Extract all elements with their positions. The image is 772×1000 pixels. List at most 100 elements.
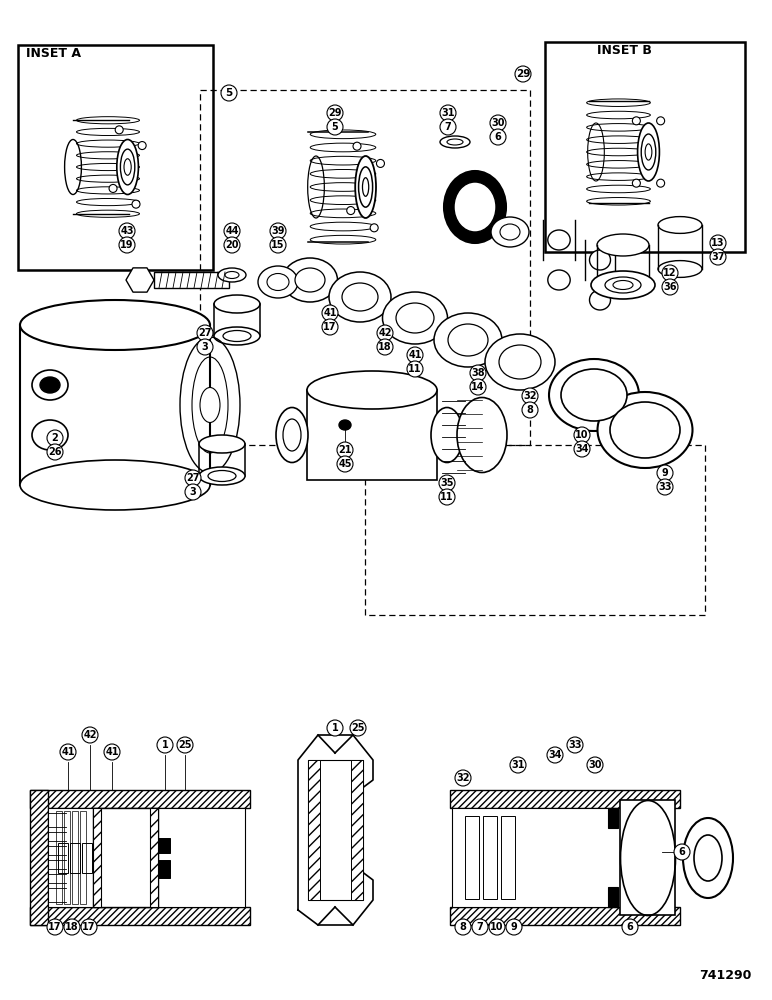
Circle shape (632, 179, 640, 187)
Circle shape (119, 237, 135, 253)
Text: 34: 34 (575, 444, 589, 454)
Text: 36: 36 (663, 282, 677, 292)
Ellipse shape (214, 327, 260, 345)
Ellipse shape (683, 818, 733, 898)
Ellipse shape (434, 313, 502, 367)
Bar (307, 390, 437, 480)
Text: 41: 41 (408, 350, 422, 360)
Bar (450, 907, 680, 925)
Bar (452, 808, 650, 907)
Ellipse shape (448, 324, 488, 356)
Bar (501, 816, 515, 899)
Circle shape (327, 720, 343, 736)
Text: 5: 5 (225, 88, 232, 98)
Text: 41: 41 (323, 308, 337, 318)
Circle shape (185, 470, 201, 486)
Ellipse shape (613, 280, 633, 290)
Bar (30, 907, 250, 925)
Circle shape (197, 325, 213, 341)
Circle shape (632, 117, 640, 125)
Ellipse shape (549, 359, 639, 431)
Ellipse shape (396, 303, 434, 333)
Circle shape (657, 465, 673, 481)
Circle shape (470, 365, 486, 381)
Text: 741290: 741290 (699, 969, 752, 982)
Bar (158, 860, 170, 878)
Ellipse shape (329, 272, 391, 322)
Ellipse shape (658, 261, 702, 277)
Ellipse shape (199, 467, 245, 485)
Circle shape (377, 325, 393, 341)
Text: 42: 42 (83, 730, 96, 740)
Bar (70, 843, 80, 873)
Text: 29: 29 (516, 69, 530, 79)
Circle shape (574, 427, 590, 443)
Ellipse shape (223, 330, 251, 342)
Bar (158, 838, 170, 853)
Polygon shape (126, 268, 154, 292)
Text: 39: 39 (271, 226, 285, 236)
Ellipse shape (258, 266, 298, 298)
Text: 41: 41 (61, 747, 75, 757)
Circle shape (657, 117, 665, 125)
Ellipse shape (339, 420, 351, 430)
Ellipse shape (598, 392, 692, 468)
Text: 18: 18 (65, 922, 79, 932)
Ellipse shape (587, 123, 604, 181)
Bar (351, 760, 363, 900)
Ellipse shape (440, 136, 470, 148)
Ellipse shape (485, 334, 555, 390)
Ellipse shape (308, 156, 324, 218)
Ellipse shape (120, 149, 135, 185)
Circle shape (657, 479, 673, 495)
Bar (48, 808, 245, 907)
Text: 13: 13 (711, 238, 725, 248)
Text: 27: 27 (186, 473, 200, 483)
Ellipse shape (597, 234, 649, 256)
Text: 11: 11 (408, 364, 422, 374)
Text: 20: 20 (225, 240, 239, 250)
Circle shape (350, 720, 366, 736)
Circle shape (224, 223, 240, 239)
Circle shape (470, 379, 486, 395)
Bar (308, 760, 363, 900)
Circle shape (490, 115, 506, 131)
Circle shape (322, 319, 338, 335)
Ellipse shape (276, 408, 308, 462)
Circle shape (47, 430, 63, 446)
Ellipse shape (208, 471, 236, 482)
Circle shape (472, 919, 488, 935)
Text: 25: 25 (351, 723, 364, 733)
Text: 31: 31 (442, 108, 455, 118)
Circle shape (506, 919, 522, 935)
Ellipse shape (20, 460, 210, 510)
Text: 37: 37 (711, 252, 725, 262)
Text: 35: 35 (440, 478, 454, 488)
Circle shape (567, 737, 583, 753)
Ellipse shape (218, 268, 246, 282)
Bar (465, 816, 479, 899)
Ellipse shape (694, 835, 722, 881)
Circle shape (119, 223, 135, 239)
Text: 32: 32 (456, 773, 469, 783)
Circle shape (81, 919, 97, 935)
Text: 33: 33 (568, 740, 582, 750)
Text: 31: 31 (511, 760, 525, 770)
Text: 17: 17 (323, 322, 337, 332)
Bar (20, 325, 210, 485)
Bar (64, 811, 70, 904)
Text: 9: 9 (510, 922, 517, 932)
Text: 30: 30 (491, 118, 505, 128)
Ellipse shape (645, 144, 652, 160)
Circle shape (377, 339, 393, 355)
Ellipse shape (447, 139, 463, 145)
Circle shape (710, 235, 726, 251)
Circle shape (82, 727, 98, 743)
Ellipse shape (199, 435, 245, 453)
Circle shape (440, 119, 456, 135)
Ellipse shape (283, 419, 301, 451)
Bar (80, 811, 86, 904)
Text: 29: 29 (328, 108, 342, 118)
Circle shape (490, 129, 506, 145)
Text: 15: 15 (271, 240, 285, 250)
